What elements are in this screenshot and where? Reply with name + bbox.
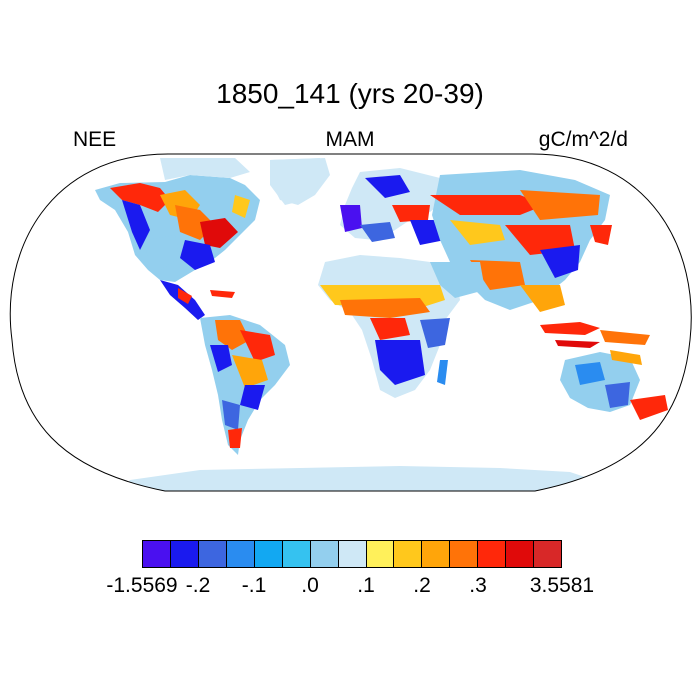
antarctica-region	[120, 466, 600, 491]
colorbar-box	[506, 541, 535, 567]
north-america-region	[95, 158, 325, 320]
map-title: 1850_141 (yrs 20-39)	[216, 78, 484, 109]
colorbar-box	[254, 541, 283, 567]
colorbar-box	[143, 541, 171, 567]
colorbar-box	[394, 541, 423, 567]
colorbar-labels: -1.5569 -.2 -.1 .0 .1 .2 .3 3.5581	[0, 574, 700, 604]
season-label: MAM	[325, 128, 375, 151]
greenland-region	[270, 158, 330, 205]
variable-label: NEE	[73, 128, 117, 151]
colorbar-box	[282, 541, 311, 567]
colorbar-box	[310, 541, 339, 567]
globe-outline	[9, 153, 692, 492]
colorbar-label: .1	[357, 574, 375, 597]
colorbar-box	[338, 541, 367, 567]
africa-region	[318, 255, 485, 398]
colorbar-box	[226, 541, 255, 567]
australia-region	[560, 350, 668, 420]
colorbar-box	[450, 541, 479, 567]
europe-region	[340, 168, 445, 245]
colorbar-label: 3.5581	[529, 574, 595, 597]
south-america-region	[200, 315, 290, 455]
colorbar-label: .0	[301, 574, 319, 597]
units-label: gC/m^2/d	[538, 128, 628, 151]
colorbar-box	[534, 541, 562, 567]
colorbar-label: -1.5569	[106, 574, 178, 597]
colorbar-box	[478, 541, 507, 567]
colorbar-label: .2	[413, 574, 431, 597]
colorbar-label: .3	[469, 574, 487, 597]
colorbar-box	[366, 541, 395, 567]
colorbar-box	[198, 541, 227, 567]
colorbar	[142, 540, 562, 568]
indonesia-region	[540, 322, 650, 348]
colorbar-label: -.2	[185, 574, 211, 597]
colorbar-label: -.1	[241, 574, 267, 597]
colorbar-box	[170, 541, 199, 567]
colorbar-box	[422, 541, 451, 567]
